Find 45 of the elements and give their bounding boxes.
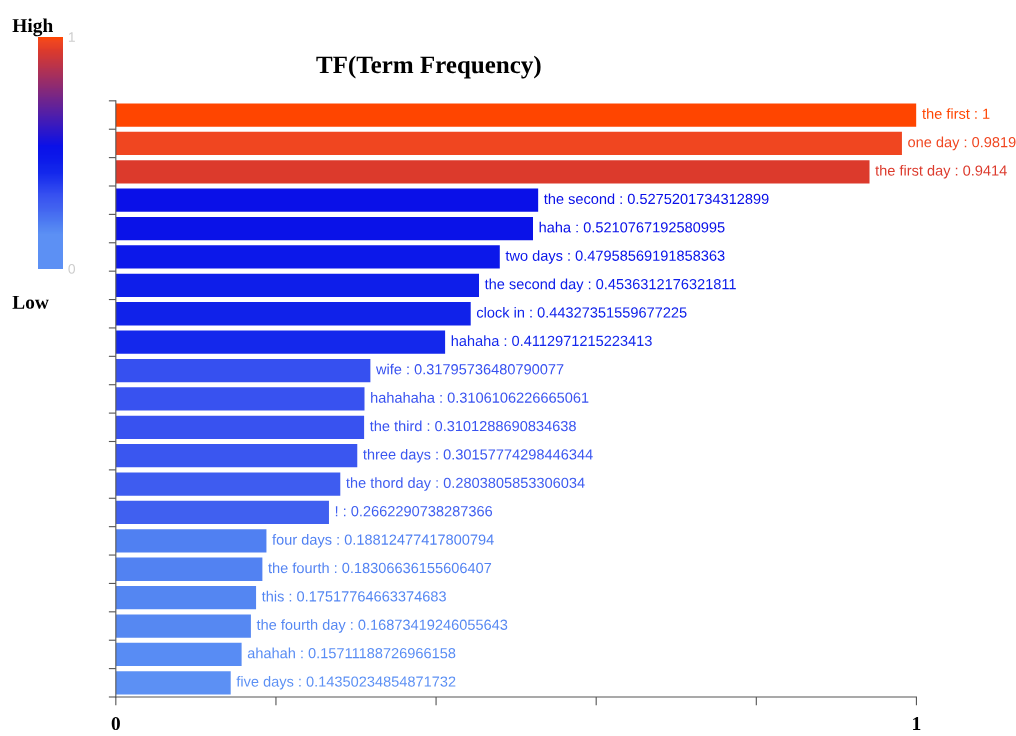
bar	[115, 188, 539, 212]
bar	[115, 614, 251, 638]
bar	[115, 415, 365, 439]
data-label: the second day : 0.4536312176321811	[484, 278, 736, 293]
data-label: the first day : 0.9414	[875, 165, 1007, 179]
data-label: hahaha : 0.4112971215223413	[451, 335, 652, 347]
bar	[115, 387, 365, 411]
bar	[115, 358, 371, 383]
bar	[115, 330, 446, 354]
bar	[115, 103, 917, 127]
bar	[115, 500, 329, 525]
text: Low	[12, 295, 49, 309]
data-label: two days : 0.47958569191858363	[505, 250, 725, 264]
bar	[115, 472, 341, 496]
bar	[115, 529, 267, 553]
data-label: haha : 0.5210767192580995	[539, 221, 725, 233]
data-label: four days : 0.18812477417800794	[272, 534, 494, 548]
data-label: ahahah : 0.15711188726966158	[247, 647, 456, 659]
data-label: clock in : 0.44327351559677225	[476, 306, 687, 318]
data-label: this : 0.17517764663374683	[261, 590, 446, 602]
data-label: wife : 0.31795736480790077	[375, 363, 564, 375]
bar	[115, 160, 870, 184]
data-label: the thord day : 0.2803805853306034	[346, 477, 585, 491]
bar	[115, 216, 533, 241]
bar	[115, 671, 231, 695]
bar	[115, 585, 257, 610]
data-label: one day : 0.9819	[908, 136, 1016, 151]
bar	[115, 245, 500, 269]
bar	[115, 642, 242, 667]
bar	[115, 557, 263, 581]
bar	[115, 302, 471, 326]
bar	[115, 131, 902, 156]
data-label: ! : 0.2662290738287366	[335, 506, 493, 517]
data-label: the second : 0.5275201734312899	[543, 193, 769, 205]
data-label: the fourth day : 0.16873419246055643	[256, 619, 508, 633]
data-label: the fourth : 0.18306636155606407	[268, 562, 492, 574]
data-label: five days : 0.14350234854871732	[236, 676, 456, 690]
data-label: three days : 0.30157774298446344	[363, 448, 593, 463]
chart-title: TF(Term Frequency)	[316, 55, 541, 79]
data-label: the first : 1	[922, 108, 990, 119]
bar	[115, 444, 358, 468]
text: High	[12, 18, 53, 37]
data-label: hahahaha : 0.3106106226665061	[371, 392, 589, 403]
bar	[115, 273, 479, 297]
data-label: the third : 0.3101288690834638	[369, 420, 576, 432]
